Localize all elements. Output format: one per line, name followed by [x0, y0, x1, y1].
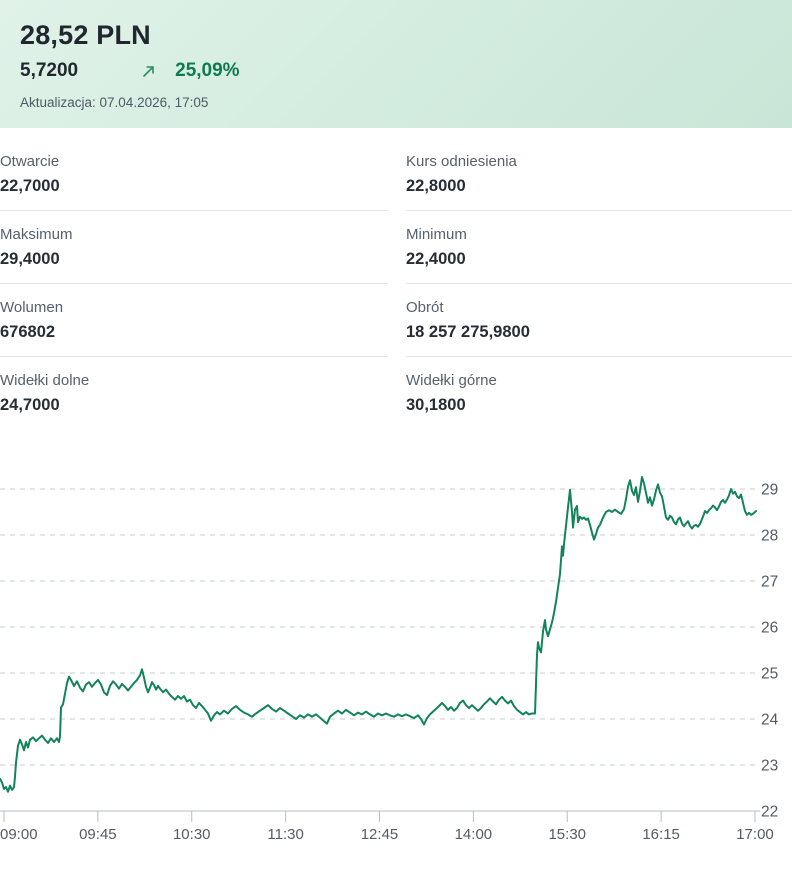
- stat-value: 676802: [0, 323, 56, 341]
- stat-label: Kurs odniesienia: [406, 153, 517, 170]
- stat-label: Obrót: [406, 299, 444, 316]
- stat-value: 22,8000: [406, 177, 466, 195]
- svg-text:23: 23: [761, 758, 778, 775]
- svg-text:10:30: 10:30: [173, 826, 211, 843]
- x-axis: 09:00 09:45 10:30 11:30 12:45 14:00 15:30 16:15…: [0, 810, 774, 843]
- change-percent: 25,09%: [175, 60, 240, 82]
- stat-label: Widełki górne: [406, 372, 497, 389]
- stat-open: Otwarcie 22,7000: [0, 138, 388, 211]
- stat-value: 22,7000: [0, 177, 60, 195]
- change-absolute: 5,7200: [20, 60, 79, 82]
- stat-label: Widełki dolne: [0, 372, 90, 389]
- svg-text:28: 28: [761, 528, 778, 545]
- svg-text:09:45: 09:45: [79, 826, 117, 843]
- stat-value: 18 257 275,9800: [406, 323, 530, 341]
- svg-text:24: 24: [761, 712, 779, 729]
- trend-up-arrow-icon: [140, 63, 157, 80]
- price-line: [0, 476, 757, 793]
- svg-text:15:30: 15:30: [548, 826, 586, 843]
- stat-value: 22,4000: [406, 250, 466, 268]
- svg-text:12:45: 12:45: [361, 826, 399, 843]
- stat-reference-price: Kurs odniesienia 22,8000: [406, 138, 792, 211]
- stat-value: 29,4000: [0, 250, 60, 268]
- y-gridlines: [0, 488, 756, 766]
- quote-statistics: Otwarcie 22,7000 Kurs odniesienia 22,800…: [0, 138, 792, 430]
- last-update-timestamp: Aktualizacja: 07.04.2026, 17:05: [20, 95, 209, 111]
- stat-label: Otwarcie: [0, 153, 60, 170]
- stat-turnover: Obrót 18 257 275,9800: [406, 284, 792, 357]
- svg-text:11:30: 11:30: [267, 826, 303, 843]
- stat-upper-limit: Widełki górne 30,1800: [406, 357, 792, 430]
- svg-text:29: 29: [761, 482, 778, 499]
- stat-value: 24,7000: [0, 396, 60, 414]
- stat-label: Minimum: [406, 226, 467, 243]
- current-price: 28,52 PLN: [20, 20, 151, 50]
- svg-text:26: 26: [761, 620, 778, 637]
- stat-label: Wolumen: [0, 299, 64, 316]
- stat-volume: Wolumen 676802: [0, 284, 388, 357]
- stat-minimum: Minimum 22,4000: [406, 211, 792, 284]
- svg-text:14:00: 14:00: [455, 826, 493, 843]
- svg-text:17:00: 17:00: [736, 826, 774, 843]
- stat-maximum: Maksimum 29,4000: [0, 211, 388, 284]
- change-row: 5,7200 25,09%: [20, 60, 772, 82]
- svg-text:25: 25: [761, 666, 778, 683]
- svg-text:09:00: 09:00: [0, 826, 38, 843]
- price-chart-svg[interactable]: 22 23 24 25 26 27 28 29 09:00 09:45 10:30 11:30 12:4…: [0, 430, 792, 866]
- svg-text:22: 22: [761, 804, 778, 821]
- svg-text:16:15: 16:15: [642, 826, 680, 843]
- stat-lower-limit: Widełki dolne 24,7000: [0, 357, 388, 430]
- stat-value: 30,1800: [406, 396, 466, 414]
- y-axis-labels: 22 23 24 25 26 27 28 29: [761, 482, 779, 821]
- quote-header: 28,52 PLN 5,7200 25,09% Aktualizacja: 07…: [0, 0, 792, 128]
- intraday-price-chart[interactable]: 22 23 24 25 26 27 28 29 09:00 09:45 10:30 11:30 12:4…: [0, 430, 792, 866]
- stat-label: Maksimum: [0, 226, 73, 243]
- svg-text:27: 27: [761, 574, 778, 591]
